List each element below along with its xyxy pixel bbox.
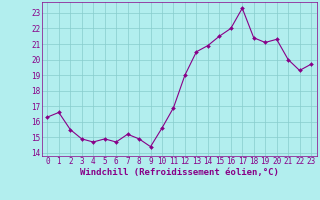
X-axis label: Windchill (Refroidissement éolien,°C): Windchill (Refroidissement éolien,°C) <box>80 168 279 177</box>
